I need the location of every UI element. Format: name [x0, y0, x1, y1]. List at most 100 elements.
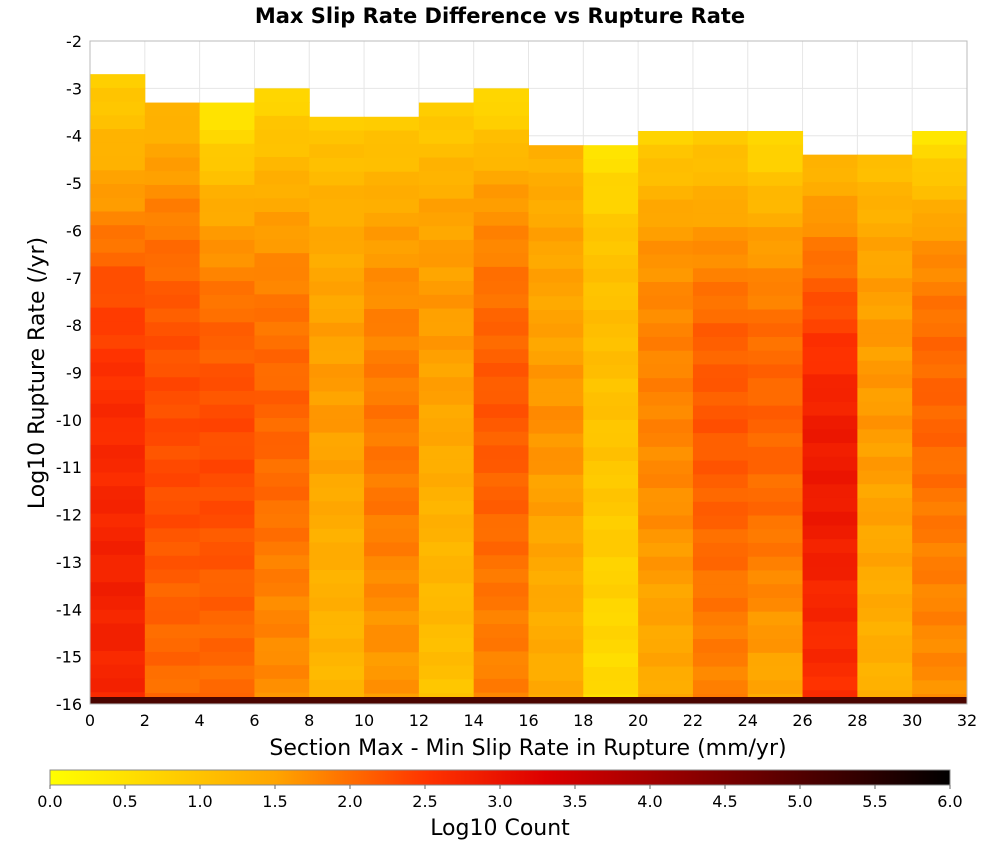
colorbar-label: Log10 Count — [430, 816, 570, 841]
heatmap-cell — [747, 542, 804, 558]
heatmap-cell — [90, 115, 146, 130]
heatmap-cell — [857, 154, 913, 169]
heatmap-cell — [528, 474, 584, 490]
heatmap-cell — [309, 679, 365, 695]
heatmap-cell — [364, 624, 420, 640]
colorbar — [49, 769, 951, 786]
heatmap-cell — [583, 667, 639, 682]
x-tick-label: 4 — [195, 711, 205, 730]
heatmap-cell — [857, 649, 913, 664]
heatmap-cell — [90, 513, 146, 528]
heatmap-cell — [802, 539, 858, 554]
heatmap-cell — [857, 621, 913, 636]
heatmap-cell — [692, 323, 749, 338]
heatmap-cell — [418, 487, 475, 502]
heatmap-cell — [692, 446, 749, 462]
heatmap-cell — [857, 607, 913, 623]
heatmap-cell — [638, 542, 694, 558]
heatmap-cell — [692, 199, 749, 214]
heatmap-cell — [364, 157, 420, 173]
heatmap-cell — [747, 680, 804, 695]
heatmap-cell — [583, 461, 639, 476]
heatmap-cell — [199, 226, 255, 241]
heatmap-cell — [802, 182, 858, 197]
heatmap-cell — [418, 500, 475, 516]
heatmap-cell — [473, 514, 529, 529]
heatmap-cell — [364, 130, 420, 145]
heatmap-cell — [473, 143, 529, 158]
heatmap-cell — [309, 363, 365, 379]
heatmap-cell — [912, 391, 968, 407]
heatmap-cell — [747, 323, 804, 338]
heatmap-cell — [364, 226, 420, 241]
heatmap-cell — [802, 168, 858, 183]
heatmap-cell — [418, 528, 475, 543]
heatmap-cell — [309, 185, 365, 200]
heatmap-cell — [418, 198, 475, 213]
heatmap-cell — [692, 295, 749, 311]
heatmap-cell — [692, 268, 749, 283]
heatmap-cell — [638, 336, 694, 352]
heatmap-cell — [90, 390, 146, 405]
heatmap-cell — [583, 502, 639, 517]
heatmap-cell — [583, 653, 639, 668]
heatmap-cell — [90, 266, 146, 281]
x-tick-label: 2 — [140, 711, 150, 730]
heatmap-cell — [638, 144, 694, 159]
heatmap-cell — [528, 364, 584, 380]
heatmap-cell — [583, 625, 639, 641]
heatmap-cell — [199, 281, 255, 296]
heatmap-cell — [90, 472, 146, 487]
chart-title: Max Slip Rate Difference vs Rupture Rate — [255, 4, 745, 28]
heatmap-cell — [418, 445, 475, 461]
heatmap-cell — [418, 610, 475, 625]
heatmap-cell — [638, 199, 694, 214]
heatmap-cell — [912, 680, 968, 695]
y-tick-label: -2 — [66, 32, 82, 51]
heatmap-cell — [583, 337, 639, 352]
heatmap-cell — [638, 268, 694, 283]
heatmap-cell — [912, 666, 968, 681]
heatmap-cell — [857, 401, 913, 417]
heatmap-cell — [309, 501, 365, 516]
heatmap-cell — [747, 185, 804, 201]
heatmap-cell — [473, 321, 529, 337]
heatmap-cell — [418, 404, 475, 419]
heatmap-cell — [583, 543, 639, 558]
heatmap-cell — [583, 378, 639, 393]
heatmap-cell — [857, 497, 913, 513]
heatmap-cell — [473, 678, 529, 694]
heatmap-cell — [638, 240, 694, 256]
heatmap-cell — [857, 552, 913, 568]
heatmap-cell — [638, 666, 694, 681]
heatmap-cell — [473, 376, 529, 391]
heatmap-cell — [364, 501, 420, 516]
heatmap-cell — [528, 639, 584, 654]
heatmap-cell — [254, 294, 310, 309]
x-tick-label: 14 — [464, 711, 484, 730]
heatmap-cell — [692, 652, 749, 668]
heatmap-cell — [747, 666, 804, 681]
heatmap-cell — [199, 377, 255, 392]
heatmap-cell — [802, 278, 858, 293]
heatmap-cell — [473, 459, 529, 474]
heatmap-cell — [912, 323, 968, 338]
heatmap-cell — [912, 542, 968, 558]
heatmap-cell — [747, 268, 804, 283]
heatmap-cell — [364, 679, 420, 695]
heatmap-cell — [692, 570, 749, 585]
heatmap-cell — [528, 612, 584, 627]
y-tick-label: -9 — [66, 364, 82, 383]
heatmap-cell — [528, 282, 584, 297]
colorbar-ticks: 0.0 0.5 1.0 1.5 2.0 2.5 3.0 3.5 4.0 4.5 5.0 5.5 6.0 — [37, 785, 963, 811]
heatmap-cell — [747, 529, 804, 544]
heatmap-cell — [802, 154, 858, 169]
heatmap-cell — [747, 144, 804, 159]
heatmap-cell — [747, 405, 804, 420]
heatmap-cell — [418, 294, 475, 310]
heatmap-cell — [364, 515, 420, 530]
heatmap-cell — [364, 652, 420, 667]
heatmap-cell — [857, 662, 913, 678]
heatmap-cell — [638, 652, 694, 668]
heatmap-cell — [90, 321, 146, 336]
